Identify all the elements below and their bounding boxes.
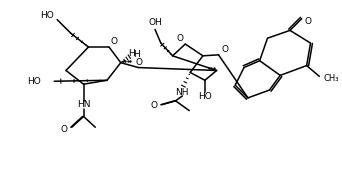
Text: H: H xyxy=(129,49,135,58)
Text: O: O xyxy=(61,125,68,134)
Text: HO: HO xyxy=(27,77,40,86)
Text: O: O xyxy=(305,17,312,26)
Text: O: O xyxy=(136,58,143,67)
Text: O: O xyxy=(222,46,228,54)
Text: OH: OH xyxy=(148,18,162,27)
Text: O: O xyxy=(176,34,183,43)
Text: NH: NH xyxy=(175,88,188,97)
Text: HN: HN xyxy=(77,100,90,109)
Text: O: O xyxy=(151,101,158,110)
Text: O: O xyxy=(111,37,118,46)
Text: HO: HO xyxy=(198,92,212,101)
Text: HO: HO xyxy=(40,11,54,20)
Text: CH₃: CH₃ xyxy=(323,74,339,83)
Text: H: H xyxy=(133,50,140,59)
